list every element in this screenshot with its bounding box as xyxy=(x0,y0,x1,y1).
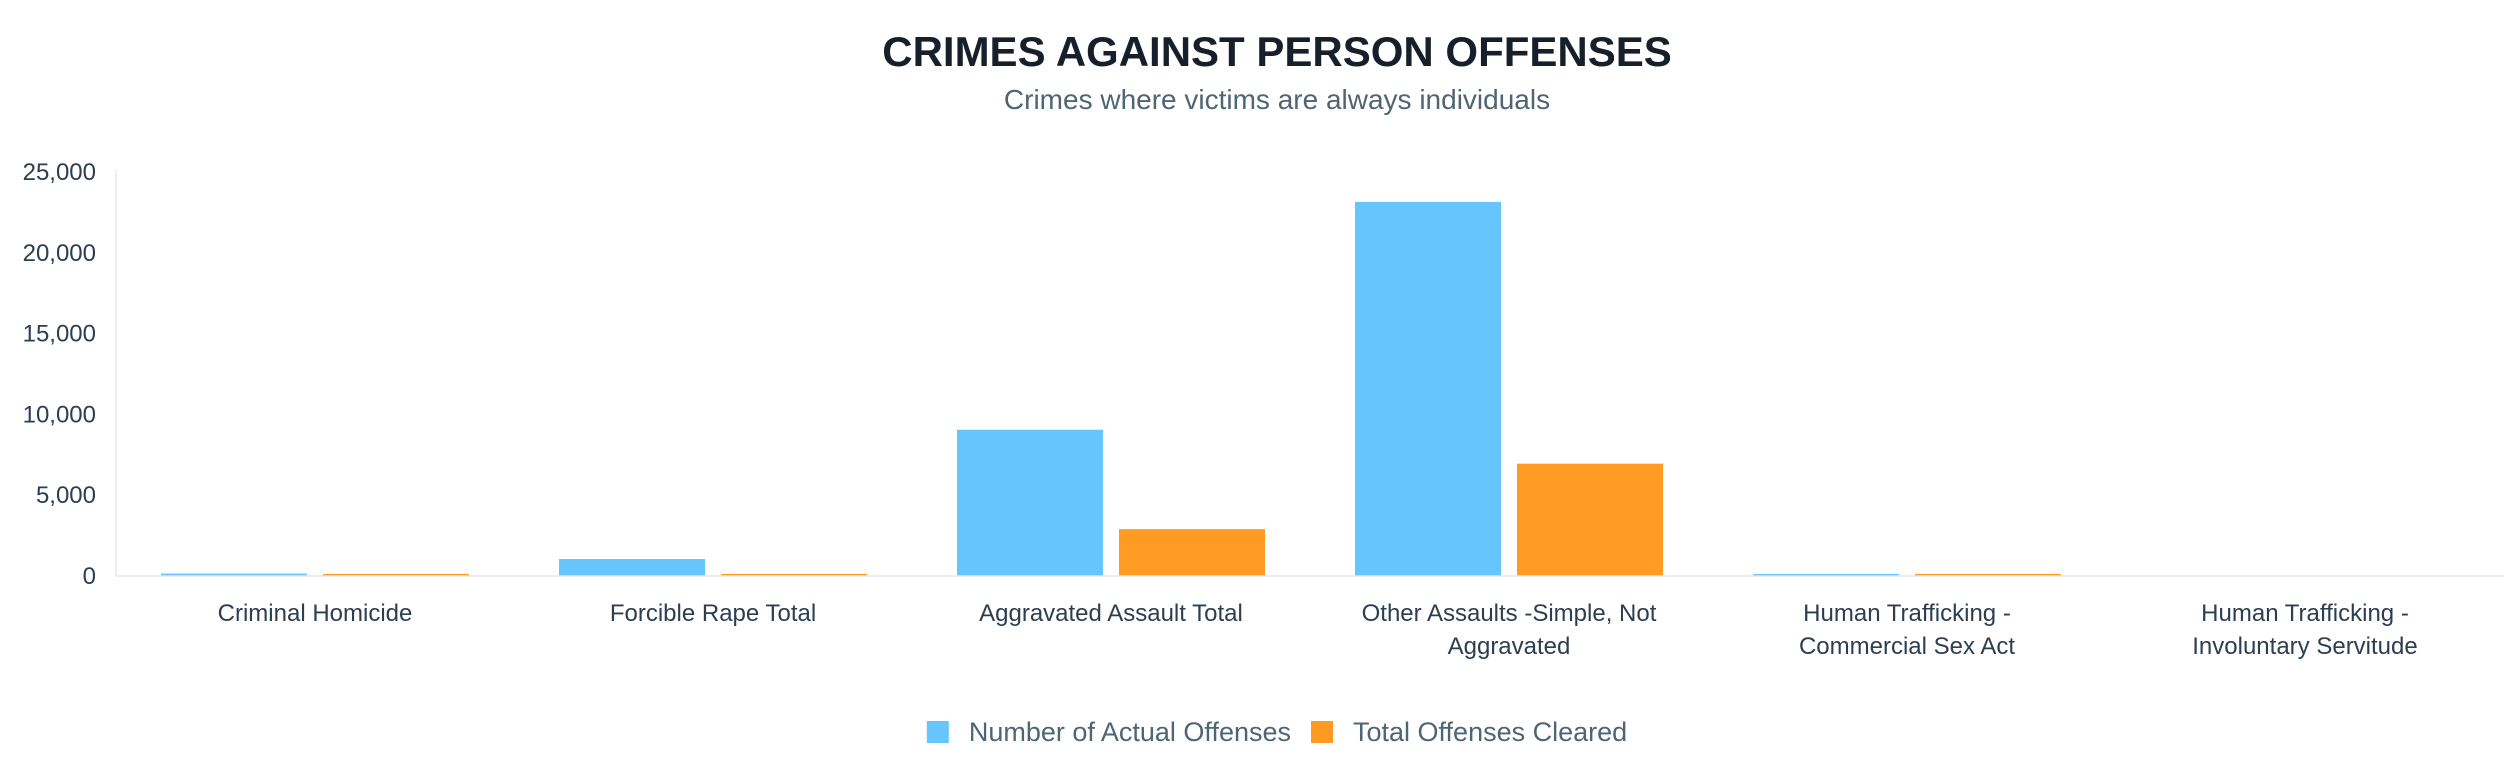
y-tick-label: 10,000 xyxy=(23,401,96,428)
bar-actual-offenses[interactable] xyxy=(1753,574,1899,576)
chart-subtitle: Crimes where victims are always individu… xyxy=(1004,84,1550,115)
x-tick-label: Human Trafficking -Involuntary Servitude xyxy=(2192,600,2417,660)
bar-offenses-cleared[interactable] xyxy=(721,574,867,576)
legend-swatch xyxy=(926,721,949,743)
x-tick-label: Human Trafficking -Commercial Sex Act xyxy=(1799,600,2015,660)
chart-title: CRIMES AGAINST PERSON OFFENSES xyxy=(882,28,1672,75)
y-tick-label: 20,000 xyxy=(23,240,96,267)
y-tick-label: 5,000 xyxy=(36,482,96,509)
bar-offenses-cleared[interactable] xyxy=(1517,463,1663,576)
x-axis: Criminal Homicide Forcible Rape Total Aggr… xyxy=(116,575,2504,660)
legend: Number of Actual Offenses Total Offenses … xyxy=(926,717,1627,747)
y-tick-label: 15,000 xyxy=(23,321,96,348)
legend-label[interactable]: Number of Actual Offenses xyxy=(969,717,1291,747)
x-tick-label: Other Assaults -Simple, Not Aggravated xyxy=(1362,600,1657,660)
bar-actual-offenses[interactable] xyxy=(1355,201,1501,576)
bars xyxy=(161,201,2061,576)
legend-swatch xyxy=(1311,721,1334,743)
x-tick-label: Forcible Rape Total xyxy=(610,600,816,627)
bar-actual-offenses[interactable] xyxy=(957,429,1103,576)
legend-label[interactable]: Total Offenses Cleared xyxy=(1353,717,1627,747)
y-tick-label: 0 xyxy=(83,563,96,590)
bar-actual-offenses[interactable] xyxy=(161,573,307,576)
bar-actual-offenses[interactable] xyxy=(559,559,705,576)
x-tick-label: Criminal Homicide xyxy=(218,600,413,627)
bar-offenses-cleared[interactable] xyxy=(1119,529,1265,576)
bar-offenses-cleared[interactable] xyxy=(323,574,469,576)
y-tick-label: 25,000 xyxy=(23,159,96,186)
x-tick-label: Aggravated Assault Total xyxy=(979,600,1243,627)
bar-offenses-cleared[interactable] xyxy=(1915,574,2061,576)
y-axis: 0 5,000 10,000 15,000 20,000 25,000 xyxy=(23,159,117,590)
